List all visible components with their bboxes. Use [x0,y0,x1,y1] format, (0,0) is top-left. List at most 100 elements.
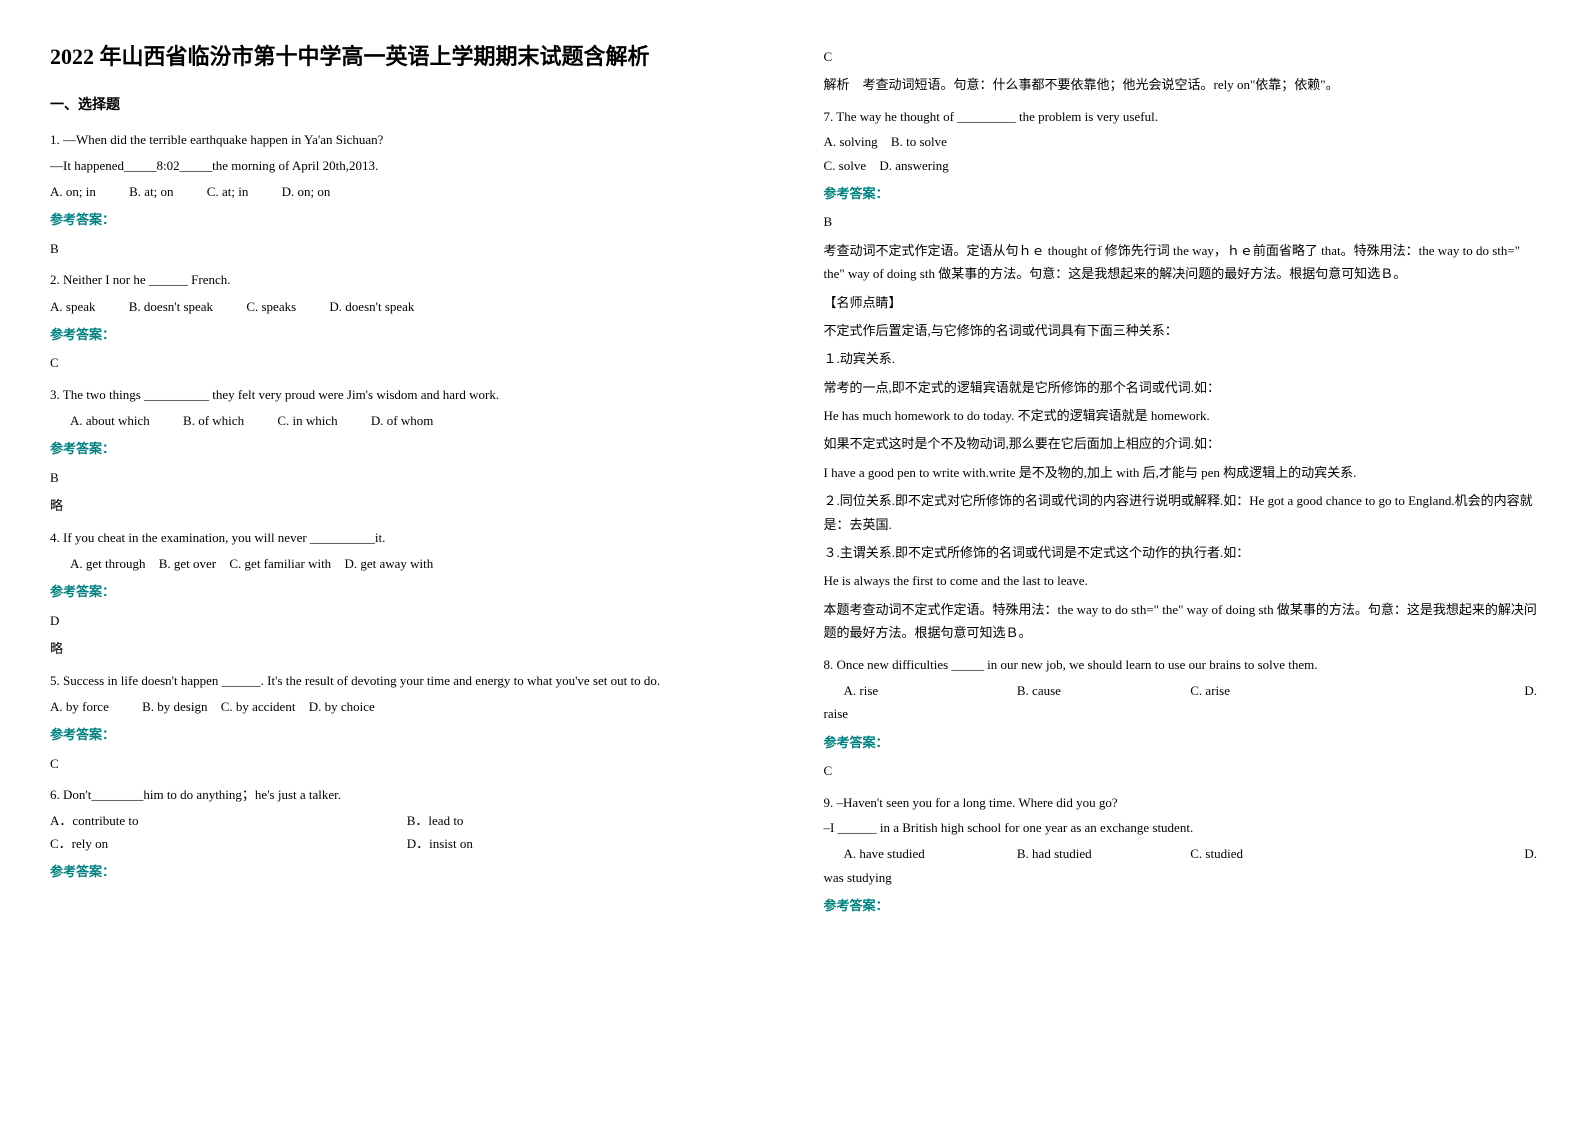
q9-optA: A. have studied [844,842,1017,865]
q5-answer-label: 参考答案： [50,723,764,746]
q1-answer-label: 参考答案： [50,208,764,231]
q4-optA: A. get through [70,552,145,575]
q7-explain8: ２.同位关系.即不定式对它所修饰的名词或代词的内容进行说明或解释.如：He go… [824,489,1538,536]
q8-options: A. rise B. cause C. arise D. [844,679,1538,702]
q7-optA: A. solving [824,130,878,153]
q1-answer: B [50,237,764,260]
q4-explain: 略 [50,637,764,660]
q1-line1: 1. —When did the terrible earthquake hap… [50,128,764,151]
section-heading: 一、选择题 [50,93,764,118]
right-column: C 解析 考查动词短语。句意：什么事都不要依靠他；他光会说空话。rely on"… [824,40,1538,926]
q8-optC: C. arise [1190,679,1363,702]
q2-answer-label: 参考答案： [50,323,764,346]
q4-answer-label: 参考答案： [50,580,764,603]
q9-line2: –I ______ in a British high school for o… [824,816,1538,839]
left-column: 2022 年山西省临汾市第十中学高一英语上学期期末试题含解析 一、选择题 1. … [50,40,764,926]
q3-answer-label: 参考答案： [50,437,764,460]
q9-line1: 9. –Haven't seen you for a long time. Wh… [824,791,1538,814]
q1-line2: —It happened_____8:02_____the morning of… [50,154,764,177]
q7-answer: B [824,210,1538,233]
question-8: 8. Once new difficulties _____ in our ne… [824,653,1538,783]
q7-explain1: 考查动词不定式作定语。定语从句ｈｅ thought of 修饰先行词 the w… [824,239,1538,286]
q1-optB: B. at; on [129,180,173,203]
q5-optC: C. by accident [221,695,296,718]
q8-optB: B. cause [1017,679,1190,702]
q5-optA: A. by force [50,695,109,718]
q7-explain7: I have a good pen to write with.write 是不… [824,461,1538,484]
q3-explain: 略 [50,494,764,517]
q9-answer-label: 参考答案： [824,894,1538,917]
q5-optD: D. by choice [309,695,375,718]
q4-options: A. get through B. get over C. get famili… [70,552,764,575]
q7-explain2: 不定式作后置定语,与它修饰的名词或代词具有下面三种关系： [824,319,1538,342]
q5-text: 5. Success in life doesn't happen ______… [50,669,764,692]
q6-explain: 解析 考查动词短语。句意：什么事都不要依靠他；他光会说空话。rely on"依靠… [824,73,1538,96]
q6-text: 6. Don't________him to do anything；he's … [50,783,764,806]
q8-answer: C [824,759,1538,782]
q1-options: A. on; in B. at; on C. at; in D. on; on [50,180,764,203]
q8-optD-prefix: D. [1364,679,1537,702]
q9-optC: C. studied [1190,842,1363,865]
q8-answer-label: 参考答案： [824,731,1538,754]
q6-options-row1: A．contribute to B．lead to [50,809,764,832]
q9-optD-wrap: was studying [824,866,1538,889]
q7-explain9: ３.主谓关系.即不定式所修饰的名词或代词是不定式这个动作的执行者.如： [824,541,1538,564]
q3-options: A. about which B. of which C. in which D… [50,409,764,432]
q9-optD-prefix: D. [1364,842,1537,865]
q1-optC: C. at; in [207,180,249,203]
q7-options-row2: C. solve D. answering [824,154,1538,177]
q6-optA: A．contribute to [50,809,407,832]
q2-optB: B. doesn't speak [129,295,213,318]
q4-optC: C. get familiar with [229,552,331,575]
q4-text: 4. If you cheat in the examination, you … [50,526,764,549]
q2-answer: C [50,351,764,374]
question-1: 1. —When did the terrible earthquake hap… [50,128,764,260]
q4-optB: B. get over [159,552,216,575]
question-2: 2. Neither I nor he ______ French. A. sp… [50,268,764,375]
q5-answer: C [50,752,764,775]
q3-text: 3. The two things __________ they felt v… [50,383,764,406]
q6-answer-label: 参考答案： [50,860,764,883]
q7-text: 7. The way he thought of _________ the p… [824,105,1538,128]
q7-optC: C. solve [824,154,867,177]
q5-optB: B. by design [142,695,207,718]
question-7: 7. The way he thought of _________ the p… [824,105,1538,645]
q7-explain4: 常考的一点,即不定式的逻辑宾语就是它所修饰的那个名词或代词.如： [824,376,1538,399]
q6-answer: C [824,45,1538,68]
q7-explain3: １.动宾关系. [824,347,1538,370]
q6-optD: D．insist on [407,832,764,855]
q2-optC: C. speaks [246,295,296,318]
q8-optA: A. rise [844,679,1017,702]
q6-optB: B．lead to [407,809,764,832]
q7-explain5: He has much homework to do today. 不定式的逻辑… [824,404,1538,427]
q2-text: 2. Neither I nor he ______ French. [50,268,764,291]
q7-answer-label: 参考答案： [824,182,1538,205]
q4-optD: D. get away with [344,552,433,575]
q9-optB: B. had studied [1017,842,1190,865]
q2-optA: A. speak [50,295,96,318]
question-9: 9. –Haven't seen you for a long time. Wh… [824,791,1538,918]
q7-options-row1: A. solving B. to solve [824,130,1538,153]
question-6: 6. Don't________him to do anything；he's … [50,783,764,884]
q3-optB: B. of which [183,409,244,432]
q3-optA: A. about which [70,409,150,432]
q3-optC: C. in which [277,409,337,432]
q6-optC: C．rely on [50,832,407,855]
question-3: 3. The two things __________ they felt v… [50,383,764,518]
q2-optD: D. doesn't speak [329,295,414,318]
q7-explain6: 如果不定式这时是个不及物动词,那么要在它后面加上相应的介词.如： [824,432,1538,455]
page-container: 2022 年山西省临汾市第十中学高一英语上学期期末试题含解析 一、选择题 1. … [50,40,1537,926]
main-title: 2022 年山西省临汾市第十中学高一英语上学期期末试题含解析 [50,40,764,73]
q1-optA: A. on; in [50,180,96,203]
q1-optD: D. on; on [282,180,331,203]
q8-optD-wrap: raise [824,702,1538,725]
q7-explain11: 本题考查动词不定式作定语。特殊用法：the way to do sth=" th… [824,598,1538,645]
question-4: 4. If you cheat in the examination, you … [50,526,764,661]
q7-optD: D. answering [879,154,948,177]
q3-answer: B [50,466,764,489]
q8-text: 8. Once new difficulties _____ in our ne… [824,653,1538,676]
q4-answer: D [50,609,764,632]
q7-optB: B. to solve [891,130,947,153]
q2-options: A. speak B. doesn't speak C. speaks D. d… [50,295,764,318]
question-6-cont: C 解析 考查动词短语。句意：什么事都不要依靠他；他光会说空话。rely on"… [824,45,1538,97]
